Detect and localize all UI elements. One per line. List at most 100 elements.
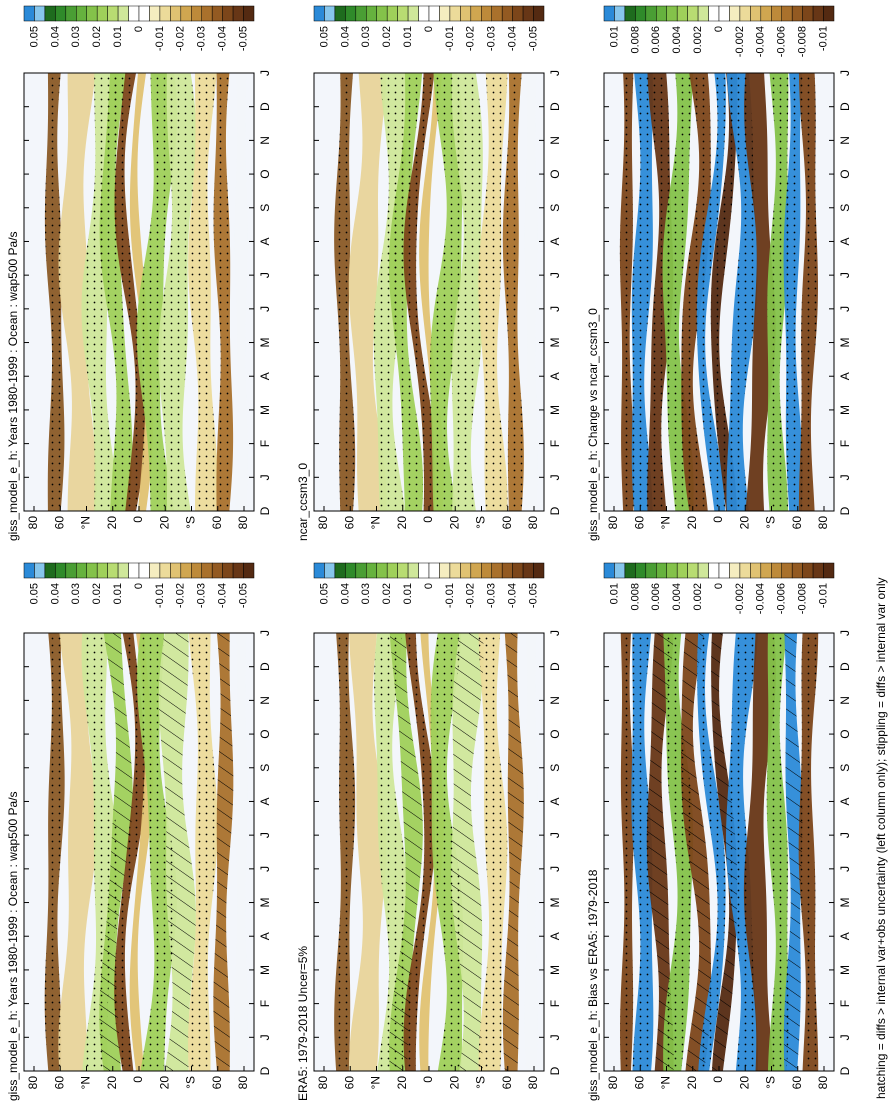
colorbar-swatch	[533, 562, 545, 579]
landscape-page: giss_model_e_h: Years 1980-1999 : Ocean …	[6, 5, 888, 1101]
significance-overlay	[783, 73, 803, 511]
colorbar-label: -0.05	[527, 26, 539, 51]
latitude-label: 80	[606, 516, 620, 530]
colorbar-swatch	[86, 562, 98, 579]
colorbar-label: -0.02	[465, 583, 477, 608]
month-label: D	[838, 1066, 852, 1075]
colorbar-label: 0.05	[28, 583, 40, 604]
colorbar-label: -0.03	[196, 583, 208, 608]
significance-overlay	[647, 73, 674, 511]
significance-overlay	[696, 73, 726, 511]
significance-overlay	[502, 73, 524, 511]
colorbar-swatch	[718, 562, 730, 579]
colorbar-swatch	[439, 562, 451, 579]
month-label: F	[258, 440, 272, 447]
month-label: J	[838, 272, 852, 278]
colorbar-swatch	[687, 562, 699, 579]
colorbar-label: 0.01	[112, 583, 124, 604]
month-label: D	[258, 1066, 272, 1075]
colorbar-label: 0.002	[692, 583, 704, 611]
latitude-label: °N	[659, 516, 673, 529]
latitude-label: °N	[79, 1076, 93, 1089]
colorbar-label: -0.02	[465, 26, 477, 51]
latitude-label: 20	[447, 1076, 461, 1090]
colorbar-swatch	[222, 5, 234, 22]
colorbar-label: -0.05	[237, 26, 249, 51]
month-label: A	[548, 372, 562, 380]
month-label: A	[548, 797, 562, 805]
significance-overlay	[136, 73, 178, 511]
colorbar-swatch	[201, 5, 213, 22]
colorbar-swatch	[708, 562, 720, 579]
panel: giss_model_e_h: Years 1980-1999 : Ocean …	[6, 5, 272, 541]
colorbar-swatch	[522, 5, 534, 22]
colorbar-label: -0.006	[776, 583, 788, 614]
colorbar-swatch	[65, 562, 77, 579]
colorbar-swatch	[232, 562, 244, 579]
colorbar-label: 0	[713, 583, 725, 589]
latitude-label: 20	[105, 1076, 119, 1090]
colorbar-swatch	[23, 5, 35, 22]
colorbar-swatch	[491, 562, 503, 579]
latitude-label: 0	[131, 1076, 145, 1083]
colorbar-swatch	[791, 5, 803, 22]
month-label: F	[548, 440, 562, 447]
latitude-label: 0	[711, 516, 725, 523]
colorbar-label: 0	[133, 26, 145, 32]
significance-overlay	[44, 73, 65, 511]
significance-overlay	[710, 73, 738, 511]
colorbar-swatch	[117, 562, 129, 579]
latitude-label: 20	[105, 516, 119, 530]
significance-overlay	[646, 633, 674, 1071]
contour-field	[314, 73, 544, 511]
colorbar-swatch	[222, 562, 234, 579]
month-label: N	[838, 136, 852, 145]
colorbar-swatch	[191, 562, 202, 579]
colorbar-label: 0	[423, 26, 435, 32]
colorbar-swatch	[418, 5, 430, 22]
colorbar-swatch	[812, 5, 824, 22]
panel: ERA5: 1979-2018 Uncer=5% 80 60 °N 20 0 20 °S 60 8…	[296, 562, 562, 1101]
contour-band	[234, 633, 248, 1071]
colorbar-swatch	[781, 562, 793, 579]
contour-band	[524, 633, 538, 1071]
colorbar-swatch	[232, 5, 244, 22]
month-label: J	[838, 474, 852, 480]
colorbar-label: -0.004	[755, 583, 767, 614]
latitude-label: 20	[157, 516, 171, 530]
latitude-label: 20	[395, 516, 409, 530]
month-label: A	[548, 932, 562, 940]
colorbar-label: -0.05	[527, 583, 539, 608]
latitude-label: 20	[685, 516, 699, 530]
month-label: J	[258, 306, 272, 312]
colorbar-label: -0.002	[734, 26, 746, 57]
latitude-label: 20	[395, 1076, 409, 1090]
month-label: S	[258, 764, 272, 772]
colorbar-swatch	[366, 562, 377, 579]
month-label: A	[838, 932, 852, 940]
colorbar-label: -0.006	[776, 26, 788, 57]
colorbar-label: -0.004	[755, 26, 767, 57]
month-label: J	[258, 474, 272, 480]
month-label: D	[548, 102, 562, 111]
significance-overlay	[726, 73, 758, 511]
colorbar-label: -0.01	[444, 583, 456, 608]
colorbar-swatch	[624, 562, 636, 579]
latitude-label: 20	[737, 516, 751, 530]
month-label: J	[258, 272, 272, 278]
colorbar-swatch	[55, 5, 67, 22]
colorbar-swatch	[334, 562, 346, 579]
month-label: O	[258, 729, 272, 738]
colorbar-swatch	[645, 562, 657, 579]
latitude-label: 80	[816, 1076, 830, 1090]
month-label: S	[548, 204, 562, 212]
latitude-label: 60	[342, 1076, 356, 1090]
month-label: D	[548, 1066, 562, 1075]
colorbar-label: -0.01	[817, 26, 829, 51]
colorbar-label: -0.002	[734, 583, 746, 614]
latitude-label: 60	[500, 516, 514, 530]
colorbar-label: 0.04	[49, 583, 61, 604]
colorbar-swatch	[781, 5, 793, 22]
contour-field	[314, 633, 544, 1071]
month-label: D	[258, 102, 272, 111]
